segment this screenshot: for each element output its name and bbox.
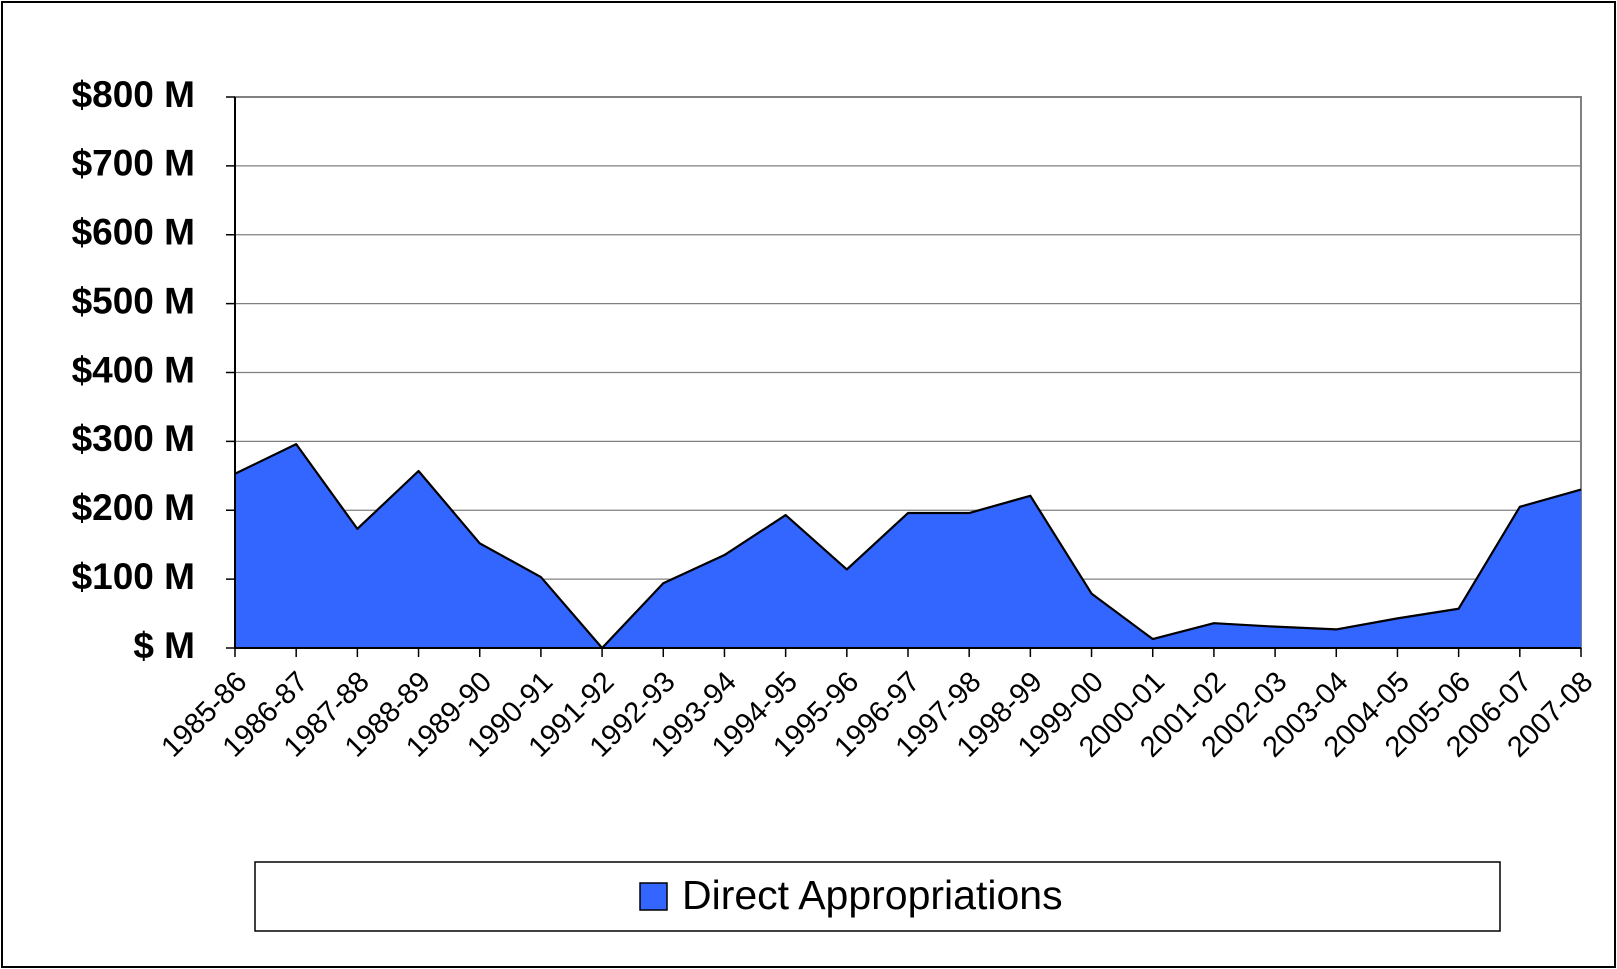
y-tick-label: $500 M <box>72 280 195 321</box>
y-tick-label: $300 M <box>72 418 195 459</box>
y-tick-label: $ M <box>133 625 195 666</box>
legend-swatch <box>639 882 668 911</box>
y-tick-label: $400 M <box>72 349 195 390</box>
area-outline <box>234 443 1582 650</box>
y-tick-label: $600 M <box>72 212 195 253</box>
y-tick-label: $200 M <box>72 487 195 528</box>
legend-box <box>254 861 1501 932</box>
y-tick-label: $800 M <box>72 74 195 115</box>
legend-label: Direct Appropriations <box>682 872 1063 918</box>
area <box>235 444 1581 648</box>
y-tick-label: $700 M <box>72 143 195 184</box>
y-tick-label: $100 M <box>72 556 195 597</box>
